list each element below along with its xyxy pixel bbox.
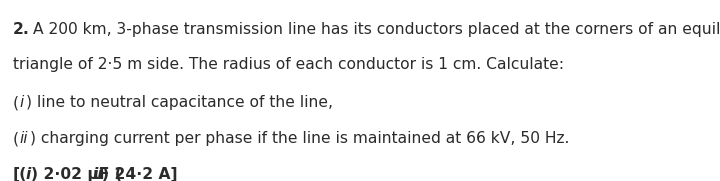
Text: i: i	[19, 95, 23, 110]
Text: ) 24·2 A]: ) 24·2 A]	[102, 167, 178, 181]
Text: A 200 km, 3-phase transmission line has its conductors placed at the corners of : A 200 km, 3-phase transmission line has …	[33, 22, 720, 37]
Text: i: i	[25, 167, 30, 181]
Text: triangle of 2·5 m side. The radius of each conductor is 1 cm. Calculate:: triangle of 2·5 m side. The radius of ea…	[13, 57, 564, 72]
Text: (: (	[13, 95, 19, 110]
Text: ii: ii	[19, 131, 27, 146]
Text: ) 2·02 μF (: ) 2·02 μF (	[31, 167, 122, 181]
Text: 2.: 2.	[13, 22, 30, 37]
Text: ) line to neutral capacitance of the line,: ) line to neutral capacitance of the lin…	[26, 95, 333, 110]
Text: (: (	[13, 131, 19, 146]
Text: [(: [(	[13, 167, 27, 181]
Text: ) charging current per phase if the line is maintained at 66 kV, 50 Hz.: ) charging current per phase if the line…	[30, 131, 569, 146]
Text: ii: ii	[92, 167, 103, 181]
